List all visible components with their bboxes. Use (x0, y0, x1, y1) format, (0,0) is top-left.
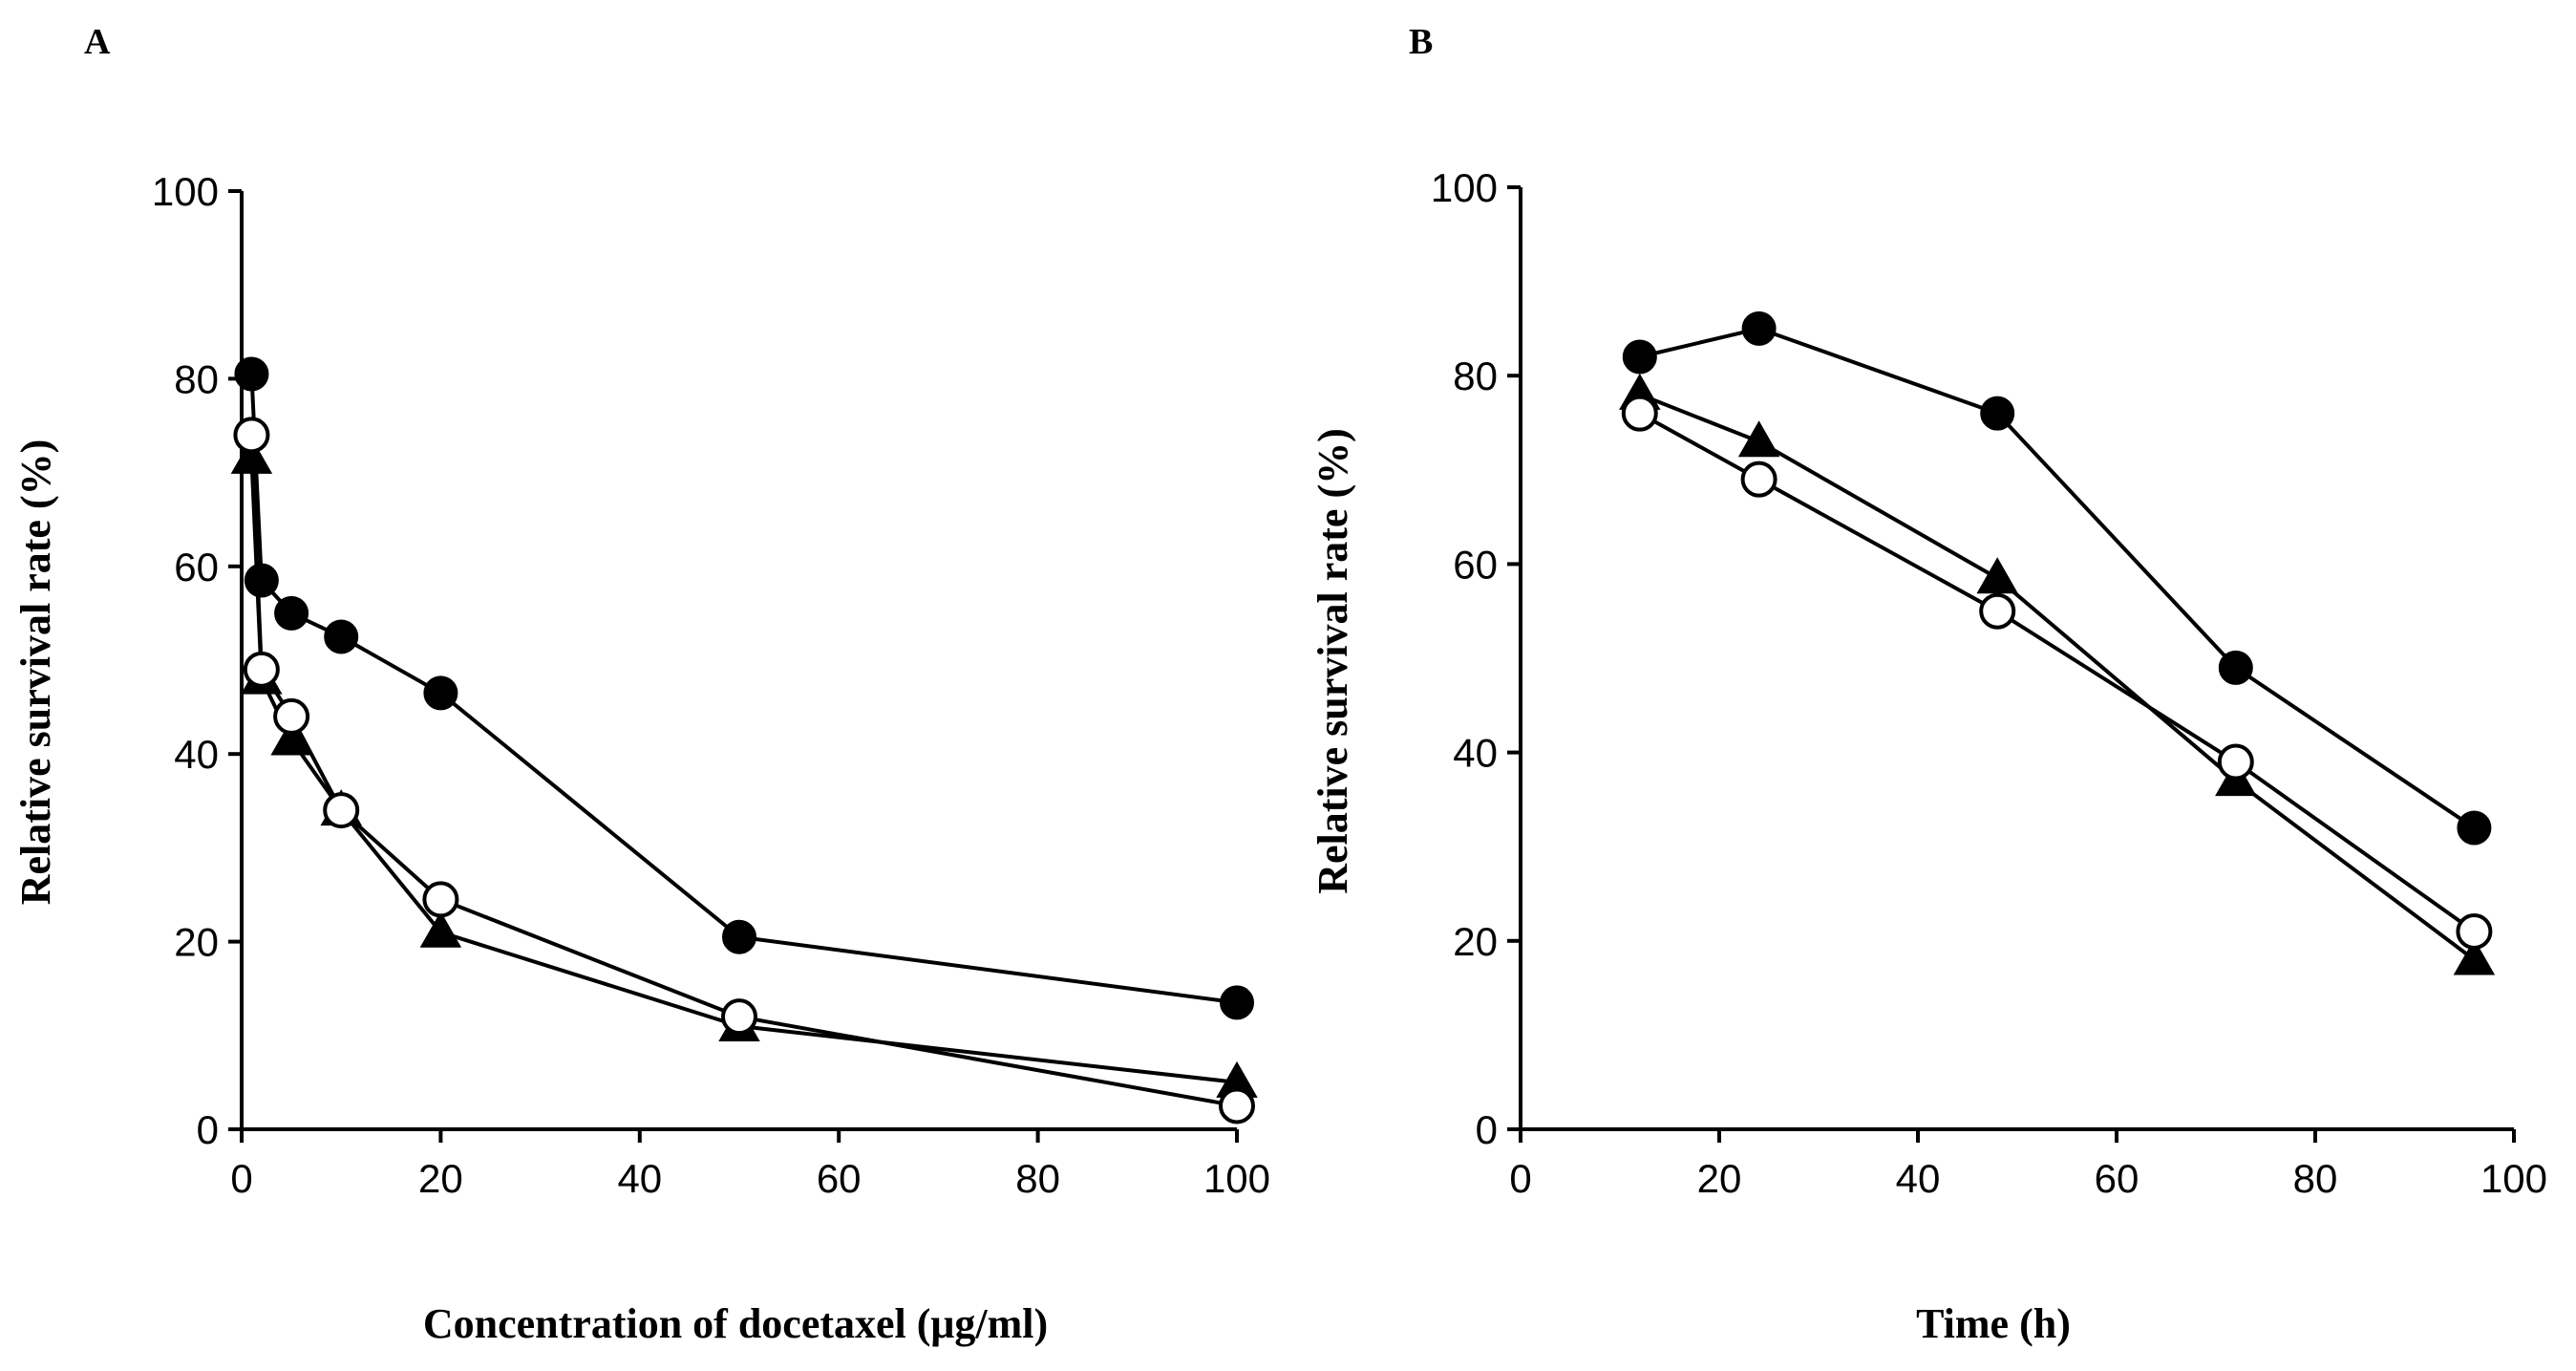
panel-a-y-tick-label: 0 (197, 1107, 219, 1152)
panel-a-x-tick-label: 80 (1015, 1156, 1060, 1201)
panel-b-x-tick-label: 100 (2480, 1156, 2547, 1201)
panel-b-y-tick-label: 80 (1453, 353, 1498, 398)
panel-a-y-tick-label: 80 (174, 356, 219, 401)
panel-b-y-tick-label: 40 (1453, 731, 1498, 776)
panel-b-point-open-circle (1979, 592, 2016, 630)
panel-a-y-tick-label: 20 (174, 920, 219, 965)
panel-a-y-tick-label: 100 (152, 169, 219, 214)
panel-a: A Relative survival rate (%) Concentrati… (12, 22, 1270, 1347)
panel-b-x-tick-label: 0 (1509, 1156, 1531, 1201)
panel-b-y-tick-label: 100 (1431, 165, 1498, 210)
panel-b-point-filled-circle (1741, 311, 1777, 346)
panel-a-x-tick-label: 20 (418, 1156, 463, 1201)
panel-a-point-filled-circle (1220, 985, 1254, 1020)
panel-b-point-filled-circle (2457, 810, 2492, 846)
panel-a-point-filled-circle (324, 619, 359, 654)
panel-a-x-axis-title: Concentration of docetaxel (μg/ml) (423, 1300, 1048, 1347)
panel-b-point-filled-triangle (1737, 420, 1780, 458)
panel-a-point-filled-circle (722, 919, 756, 954)
panel-b-x-tick-label: 40 (1896, 1156, 1941, 1201)
panel-b-point-filled-circle (1622, 339, 1657, 375)
panel-a-label: A (84, 22, 111, 62)
panel-b-x-tick-label: 60 (2095, 1156, 2140, 1201)
panel-b-y-tick-label: 60 (1453, 542, 1498, 587)
panel-a-x-tick-label: 60 (817, 1156, 862, 1201)
panel-b-y-axis-title: Relative survival rate (%) (1309, 428, 1356, 894)
panel-b-y-tick-label: 0 (1476, 1107, 1498, 1152)
panel-b: B Relative survival rate (%) Time (h) 0 2… (1309, 22, 2547, 1347)
panel-b-x-tick-label: 80 (2293, 1156, 2338, 1201)
panel-a-point-filled-triangle (270, 718, 312, 756)
panel-a-series-line-filled-circle (249, 374, 1238, 1005)
panel-b-point-filled-circle (2218, 650, 2253, 685)
panel-a-point-open-circle (243, 651, 280, 688)
panel-b-axes: 0 20 40 60 80 100 0 20 40 60 80 100 (1431, 165, 2547, 1201)
panel-b-point-filled-triangle (1976, 557, 2018, 594)
panel-a-point-filled-circle (274, 595, 309, 631)
panel-a-point-filled-circle (423, 675, 458, 711)
panel-a-axes: 0 20 40 60 80 100 0 20 40 60 80 100 (152, 169, 1270, 1201)
panel-b-point-open-circle (1621, 395, 1658, 432)
panel-a-y-tick-label: 60 (174, 545, 219, 589)
panel-a-series-line-filled-triangle (249, 458, 1238, 1084)
panel-a-point-filled-triangle (230, 437, 273, 474)
panel-b-x-tick-label: 20 (1697, 1156, 1742, 1201)
panel-b-point-open-circle (1740, 461, 1778, 498)
panel-a-x-tick-label: 100 (1203, 1156, 1270, 1201)
panel-b-point-open-circle (2456, 912, 2493, 950)
panel-a-point-open-circle (233, 417, 270, 454)
panel-b-point-filled-triangle (2453, 938, 2496, 975)
panel-b-point-filled-circle (1980, 396, 2015, 431)
panel-b-x-axis-title: Time (h) (1916, 1300, 2071, 1347)
panel-a-point-filled-circle (234, 356, 269, 392)
panel-a-y-axis-title: Relative survival rate (%) (12, 439, 59, 906)
panel-a-point-open-circle (422, 881, 459, 918)
panel-b-y-tick-label: 20 (1453, 919, 1498, 964)
panel-a-x-tick-label: 40 (617, 1156, 662, 1201)
panel-a-point-filled-triangle (419, 910, 462, 948)
panel-a-point-filled-circle (244, 563, 279, 598)
panel-a-y-tick-label: 40 (174, 732, 219, 777)
panel-a-point-open-circle (273, 697, 310, 735)
panel-a-x-tick-label: 0 (230, 1156, 252, 1201)
panel-a-series (230, 356, 1258, 1125)
panel-b-series-line-filled-circle (1639, 326, 2476, 830)
panel-a-point-open-circle (323, 792, 360, 829)
panel-b-point-open-circle (2217, 743, 2254, 781)
panel-b-label: B (1409, 22, 1433, 62)
panel-b-series (1619, 311, 2496, 975)
panel-a-point-open-circle (1219, 1087, 1255, 1125)
panel-a-point-open-circle (721, 998, 757, 1036)
